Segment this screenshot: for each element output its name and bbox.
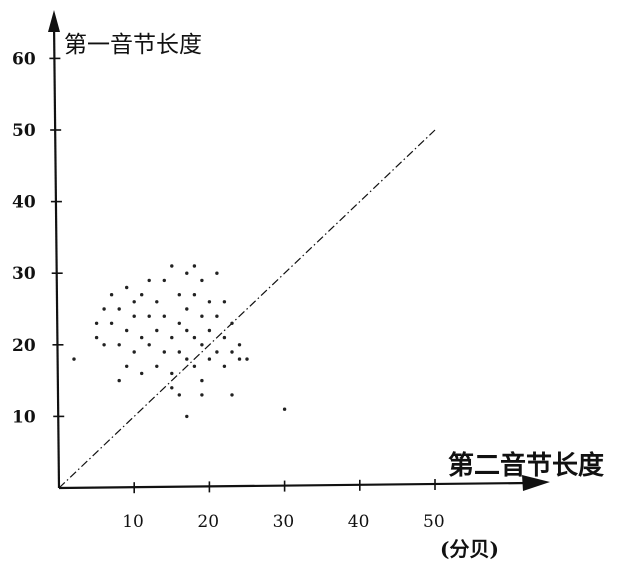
- data-point: [230, 393, 234, 397]
- x-tick-label: 20: [197, 512, 219, 532]
- y-tick-label: 30: [12, 264, 36, 284]
- data-point: [192, 264, 197, 268]
- data-point: [94, 335, 99, 340]
- y-tick-label: 10: [12, 407, 36, 427]
- data-point: [162, 278, 166, 283]
- data-point: [185, 307, 189, 311]
- y-tick-label: 20: [12, 336, 36, 356]
- data-point: [132, 314, 136, 318]
- data-point: [200, 314, 204, 318]
- data-point: [282, 407, 287, 411]
- data-point: [230, 350, 234, 354]
- data-point: [117, 307, 121, 311]
- diagonal-reference-line: [58, 129, 436, 489]
- data-point: [215, 271, 219, 275]
- data-point: [200, 378, 204, 383]
- x-tick-label: 50: [423, 512, 445, 532]
- data-point: [132, 350, 136, 354]
- x-tick-label: 40: [348, 512, 370, 532]
- y-tick-label: 40: [12, 193, 36, 213]
- data-point: [140, 371, 144, 376]
- data-point: [215, 314, 219, 318]
- scatter-points: [72, 264, 287, 419]
- data-point: [132, 300, 136, 304]
- data-point: [222, 364, 227, 368]
- data-point: [117, 378, 121, 383]
- data-point: [185, 414, 189, 419]
- data-point: [155, 300, 159, 304]
- data-point: [109, 321, 114, 325]
- data-point: [207, 328, 212, 333]
- data-point: [155, 364, 159, 368]
- data-point: [162, 350, 166, 354]
- data-point: [222, 335, 227, 340]
- data-point: [245, 357, 249, 361]
- data-point: [170, 386, 174, 390]
- axes: [48, 10, 550, 491]
- data-point: [147, 314, 151, 318]
- data-point: [117, 343, 121, 347]
- data-point: [72, 357, 76, 361]
- x-tick-label: 10: [122, 512, 144, 532]
- y-axis-title: 第一音节长度: [64, 32, 202, 58]
- data-point: [177, 350, 181, 354]
- data-point: [200, 343, 204, 347]
- axis-ticks: 10 20 30 40 50 10 20 30 40 50 60: [12, 49, 445, 532]
- data-point: [222, 300, 227, 304]
- y-axis: [52, 21, 61, 489]
- data-point: [155, 328, 159, 333]
- data-point: [94, 321, 99, 325]
- data-point: [170, 335, 174, 340]
- x-axis: [58, 481, 529, 490]
- data-point: [200, 393, 204, 397]
- y-tick-label: 50: [12, 121, 36, 141]
- data-point: [237, 343, 242, 347]
- data-point: [102, 307, 106, 311]
- x-axis-arrow: [522, 475, 550, 491]
- y-tick-label: 60: [12, 49, 36, 69]
- data-point: [102, 343, 106, 347]
- data-point: [125, 328, 129, 333]
- data-point: [162, 314, 166, 318]
- data-point: [177, 393, 181, 397]
- data-point: [177, 321, 181, 325]
- x-axis-title: 第二音节长度: [448, 450, 604, 481]
- data-point: [170, 264, 174, 268]
- data-point: [177, 293, 181, 297]
- data-point: [147, 278, 151, 283]
- data-point: [185, 328, 189, 333]
- data-point: [207, 300, 212, 304]
- data-point: [192, 364, 197, 368]
- data-point: [207, 357, 212, 361]
- data-point: [125, 285, 129, 290]
- x-axis-unit: (分贝): [440, 537, 499, 561]
- data-point: [230, 321, 234, 325]
- data-point: [237, 357, 242, 361]
- data-point: [140, 335, 144, 340]
- x-tick-label: 30: [273, 512, 295, 532]
- data-point: [192, 293, 197, 297]
- data-point: [147, 343, 151, 347]
- data-point: [170, 371, 174, 376]
- data-point: [215, 350, 219, 354]
- data-point: [140, 293, 144, 297]
- data-point: [125, 364, 129, 368]
- data-point: [192, 335, 197, 340]
- data-point: [185, 271, 189, 275]
- y-axis-arrow: [48, 10, 60, 32]
- data-point: [185, 357, 189, 361]
- data-point: [200, 278, 204, 283]
- data-point: [109, 293, 114, 297]
